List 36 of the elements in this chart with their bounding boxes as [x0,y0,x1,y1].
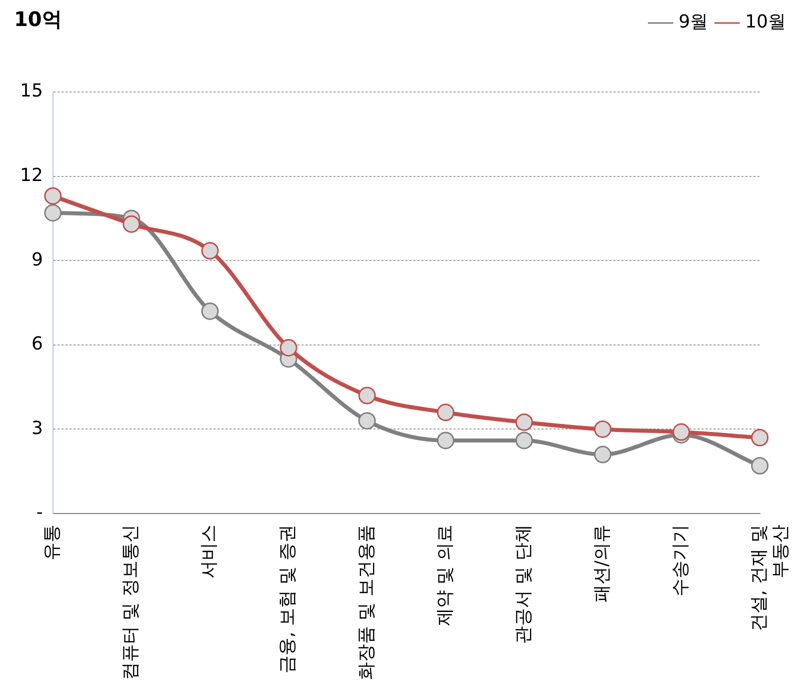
y-axis-title: 10억 [14,6,62,33]
x-tick-label: 패션/의류 [591,524,612,603]
x-tick-label: 컴퓨터 및 정보통신 [120,524,142,680]
legend-label: 9월 [678,12,708,33]
y-tick-label: 12 [20,164,43,186]
x-tick-label: 유통 [42,524,63,561]
y-tick-label: - [36,502,43,524]
point [594,446,612,464]
point [751,428,769,446]
y-tick-label: 3 [31,418,43,439]
y-tick-label: 6 [31,334,43,355]
y-tick-label: 15 [20,80,43,102]
point [751,457,769,475]
point [515,413,533,431]
point [122,215,140,233]
point [672,423,690,441]
point [44,204,62,222]
x-tick-label: 화장품 및 보건용품 [356,524,377,680]
x-tick-label: 금융, 보험 및 증권 [277,524,298,674]
point [436,432,454,450]
point [201,242,219,260]
point [358,386,376,404]
y-tick-label: 9 [31,249,43,270]
point [358,412,376,430]
point [436,404,454,422]
x-tick-label: 수송기기 [670,524,691,597]
point [44,187,62,205]
x-tick-label: 건설, 건재 및 부동산 [748,524,792,632]
x-tick-label: 관공서 및 단체 [512,524,534,644]
x-tick-label: 제약 및 의료 [434,524,456,626]
point [201,302,219,320]
point [515,432,533,450]
point [594,420,612,438]
x-tick-label: 서비스 [198,524,220,579]
legend-label: 10월 [745,12,786,33]
point [280,338,298,356]
